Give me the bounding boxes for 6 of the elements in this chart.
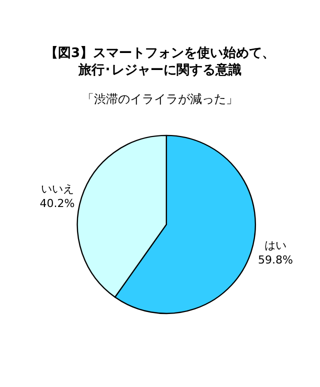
chart-title: 【図3】スマートフォンを使い始めて、旅行･レジャーに関する意識 (45, 45, 276, 78)
slice-label: いいえ (40, 182, 74, 196)
chart-subtitle: 「渋滞のイライラが減った」 (82, 92, 238, 106)
data-label: 59.8% (258, 253, 294, 266)
slice-label: はい (264, 239, 287, 252)
data-label: 40.2% (40, 196, 75, 210)
